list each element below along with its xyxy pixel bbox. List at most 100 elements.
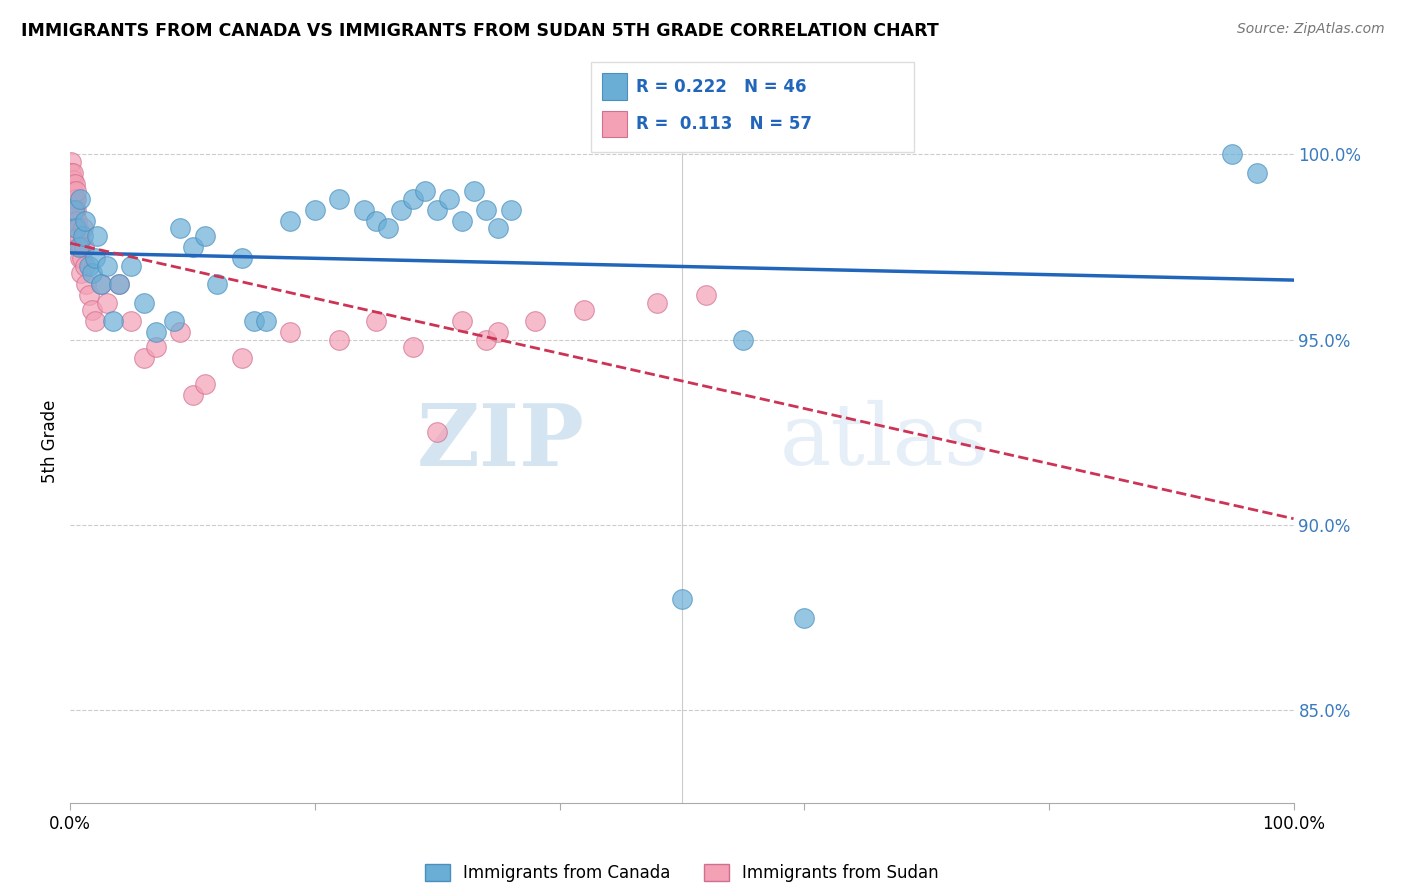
Point	[413, 185, 436, 199]
Point	[366, 314, 388, 328]
Text: atlas: atlas	[780, 400, 988, 483]
Text: R = 0.222   N = 46: R = 0.222 N = 46	[636, 78, 806, 95]
Point	[96, 295, 118, 310]
Text: IMMIGRANTS FROM CANADA VS IMMIGRANTS FROM SUDAN 5TH GRADE CORRELATION CHART: IMMIGRANTS FROM CANADA VS IMMIGRANTS FRO…	[21, 22, 939, 40]
Point	[69, 240, 91, 254]
Point	[65, 192, 87, 206]
Point	[69, 251, 91, 265]
Point	[205, 277, 228, 291]
Point	[59, 154, 82, 169]
Point	[66, 214, 89, 228]
Point	[67, 240, 90, 254]
Point	[402, 340, 425, 354]
Point	[733, 333, 755, 347]
Text: R =  0.113   N = 57: R = 0.113 N = 57	[636, 115, 811, 133]
Point	[83, 251, 105, 265]
Point	[90, 277, 112, 291]
Point	[70, 266, 93, 280]
Point	[181, 240, 204, 254]
Point	[280, 325, 302, 339]
Point	[475, 333, 498, 347]
Legend: Immigrants from Canada, Immigrants from Sudan: Immigrants from Canada, Immigrants from …	[418, 857, 946, 888]
Point	[63, 192, 86, 206]
Point	[169, 221, 191, 235]
Point	[96, 259, 118, 273]
Point	[101, 314, 124, 328]
Point	[163, 314, 186, 328]
Point	[75, 277, 97, 291]
Point	[231, 351, 253, 366]
Point	[254, 314, 277, 328]
Point	[86, 228, 108, 243]
Point	[145, 325, 167, 339]
Point	[82, 266, 104, 280]
Point	[450, 314, 472, 328]
Point	[439, 192, 461, 206]
Point	[488, 221, 510, 235]
Point	[65, 202, 87, 217]
Point	[66, 228, 89, 243]
Point	[69, 228, 91, 243]
Point	[77, 259, 100, 273]
Point	[72, 221, 94, 235]
Point	[402, 192, 425, 206]
Point	[77, 288, 100, 302]
Point	[475, 202, 498, 217]
Point	[572, 303, 595, 318]
Point	[145, 340, 167, 354]
Point	[63, 202, 86, 217]
Point	[63, 202, 86, 217]
Point	[62, 173, 84, 187]
Point	[426, 202, 449, 217]
Point	[82, 303, 104, 318]
Point	[67, 240, 90, 254]
Point	[62, 185, 84, 199]
Y-axis label: 5th Grade: 5th Grade	[41, 400, 59, 483]
Point	[70, 251, 93, 265]
Point	[366, 214, 388, 228]
Point	[1220, 147, 1243, 161]
Point	[62, 192, 84, 206]
Point	[524, 314, 547, 328]
Point	[463, 185, 485, 199]
Point	[83, 314, 105, 328]
Point	[389, 202, 412, 217]
Point	[194, 377, 217, 392]
Point	[73, 240, 96, 254]
Point	[72, 228, 94, 243]
Point	[60, 192, 83, 206]
Point	[73, 214, 96, 228]
Point	[377, 221, 399, 235]
Point	[121, 314, 143, 328]
Point	[65, 202, 87, 217]
Point	[426, 425, 449, 440]
Point	[328, 333, 350, 347]
Point	[108, 277, 131, 291]
Point	[194, 228, 217, 243]
Point	[65, 221, 87, 235]
Point	[69, 192, 91, 206]
Point	[671, 592, 693, 607]
Text: Source: ZipAtlas.com: Source: ZipAtlas.com	[1237, 22, 1385, 37]
Point	[90, 277, 112, 291]
Point	[647, 295, 669, 310]
Point	[488, 325, 510, 339]
Point	[132, 295, 155, 310]
Text: ZIP: ZIP	[416, 400, 583, 483]
Point	[793, 610, 815, 624]
Point	[450, 214, 472, 228]
Point	[60, 166, 83, 180]
Point	[695, 288, 717, 302]
Point	[231, 251, 253, 265]
Point	[304, 202, 326, 217]
Point	[280, 214, 302, 228]
Point	[499, 202, 522, 217]
Point	[328, 192, 350, 206]
Point	[62, 166, 84, 180]
Point	[60, 185, 83, 199]
Point	[73, 259, 96, 273]
Point	[353, 202, 375, 217]
Point	[63, 177, 86, 191]
Point	[62, 202, 84, 217]
Point	[1246, 166, 1268, 180]
